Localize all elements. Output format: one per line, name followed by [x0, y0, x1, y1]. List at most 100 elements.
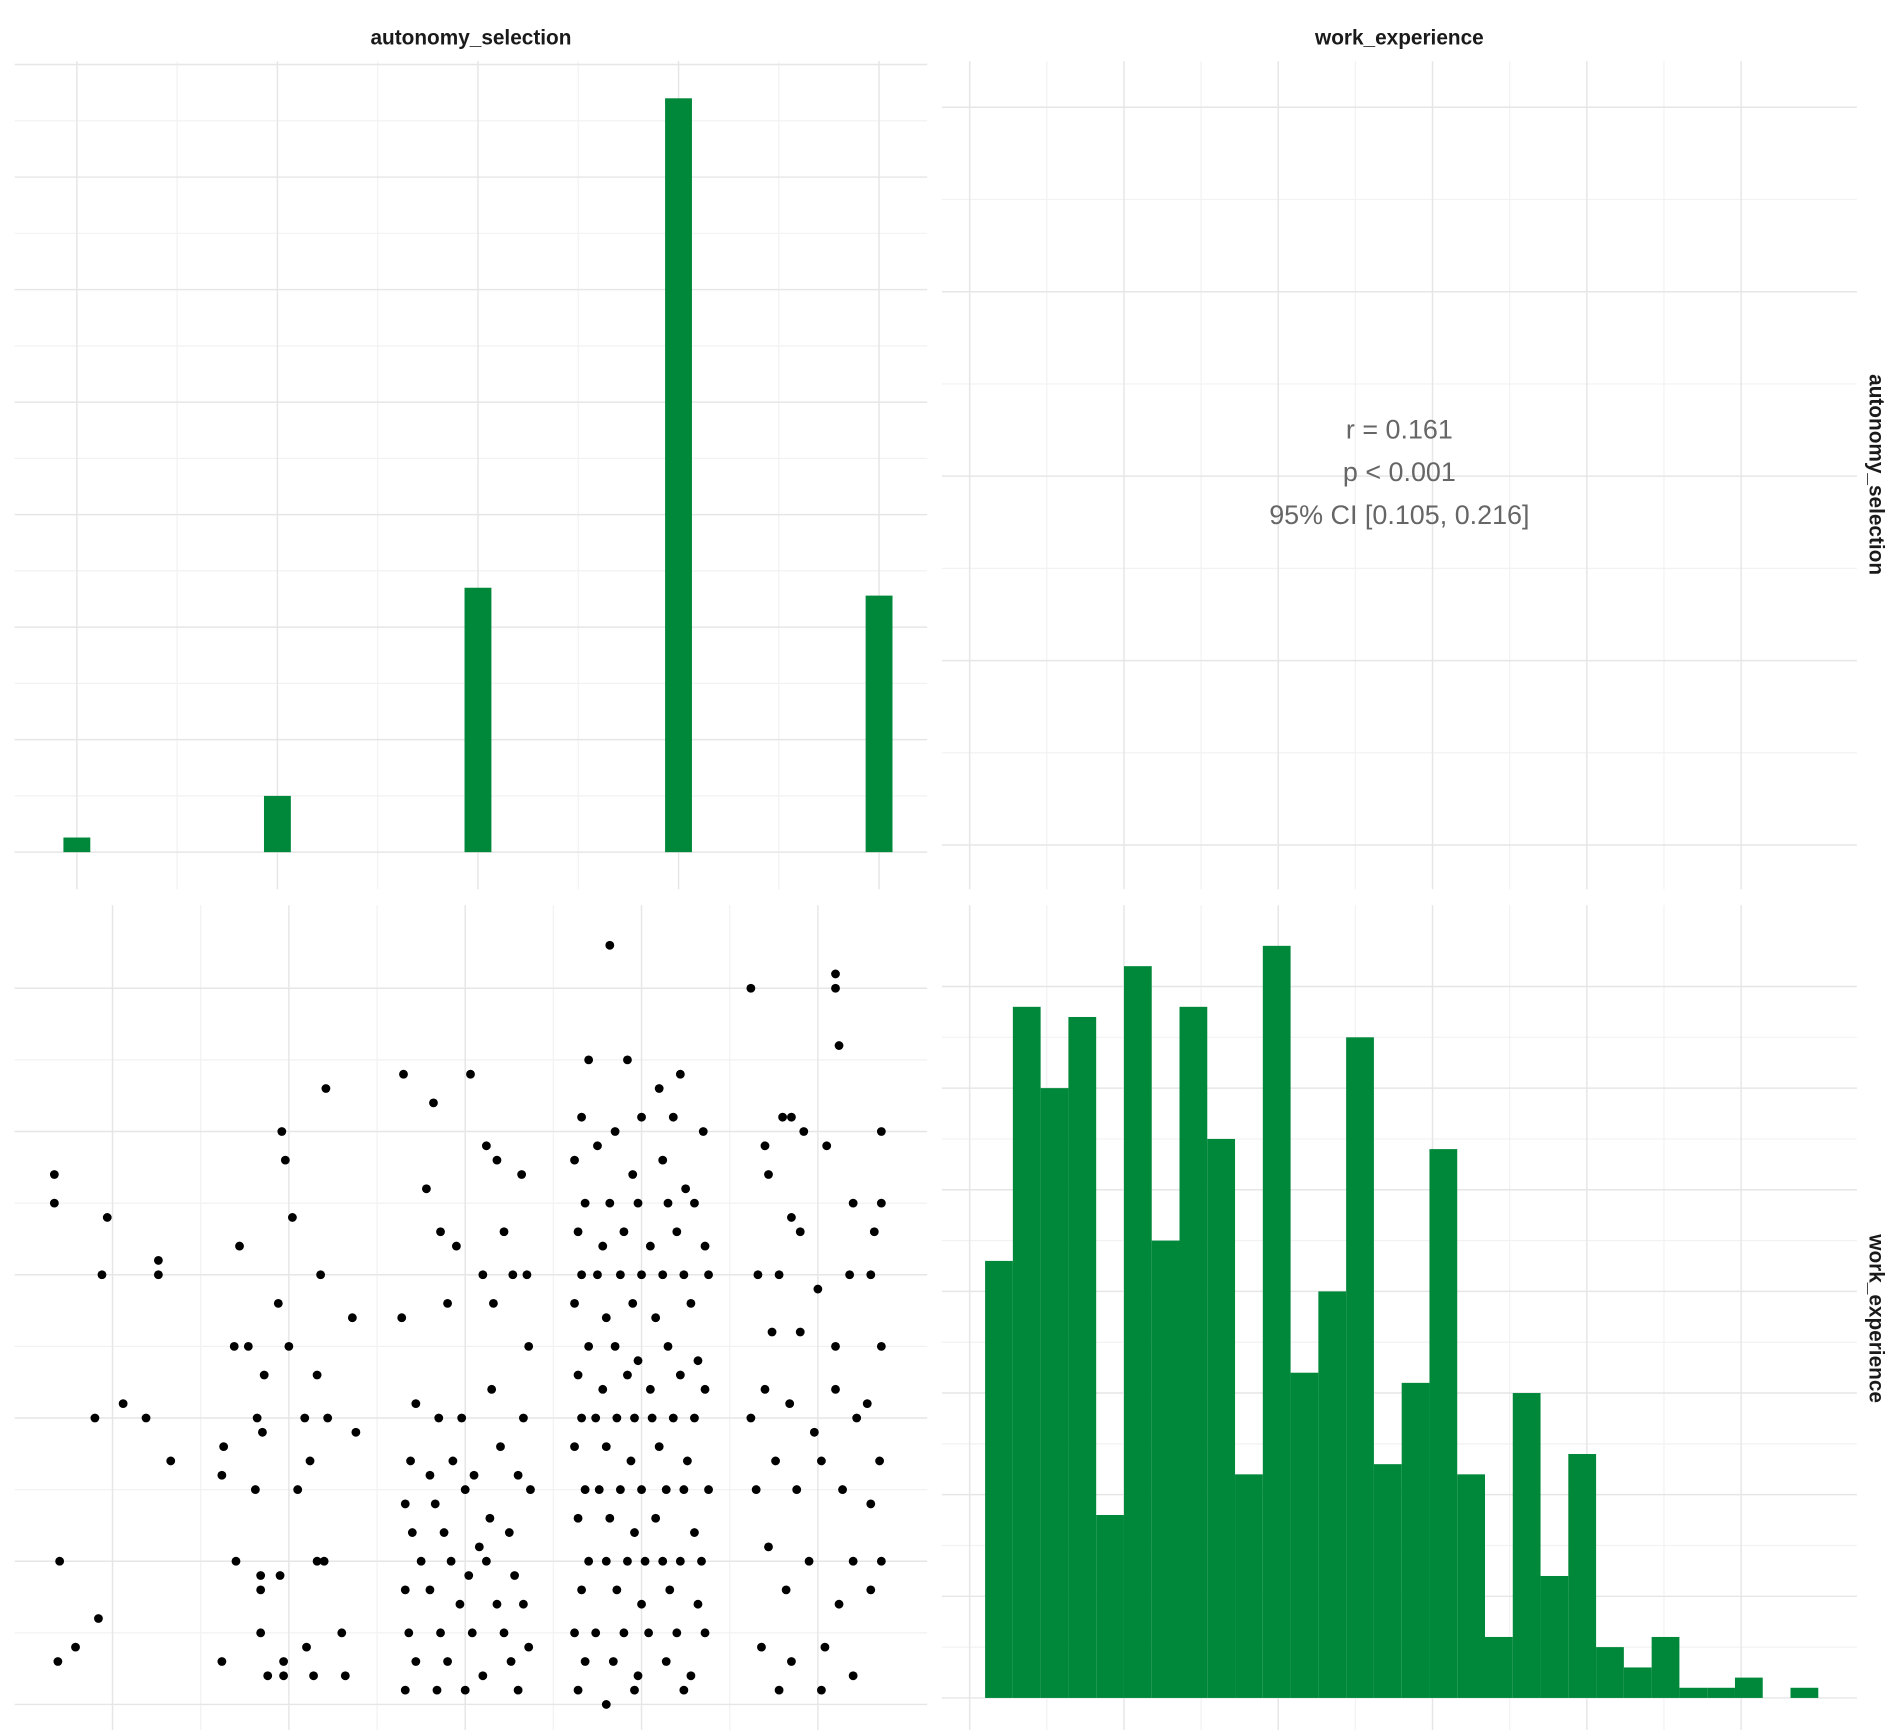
scatter-point	[217, 1657, 227, 1666]
scatter-point	[467, 1628, 477, 1638]
scatter-point	[760, 1141, 770, 1151]
histogram-bar	[1346, 1037, 1374, 1698]
scatter-point	[700, 1628, 710, 1638]
scatter-point	[492, 1155, 502, 1165]
scatter-point	[316, 1270, 326, 1280]
scatter-point	[460, 1485, 470, 1494]
histogram-bar	[1096, 1514, 1124, 1698]
scatter-point	[94, 1614, 103, 1623]
scatter-point	[686, 1671, 696, 1681]
scatter-point	[518, 1413, 528, 1423]
scatter-point	[231, 1556, 241, 1566]
histogram-bar	[1429, 1149, 1458, 1698]
scatter-point	[273, 1298, 283, 1308]
scatter-point	[71, 1642, 80, 1652]
scatter-point	[661, 1657, 671, 1666]
histogram-bar	[1596, 1647, 1624, 1698]
scatter-point	[422, 1184, 431, 1194]
scatter-point	[746, 1413, 756, 1423]
scatter-point	[672, 1628, 682, 1638]
scatter-point	[700, 1384, 710, 1394]
scatter-point	[697, 1556, 706, 1566]
scatter-point	[446, 1556, 456, 1566]
scatter-point	[598, 1384, 608, 1394]
scatter-point	[517, 1170, 527, 1179]
scatter-point	[166, 1456, 176, 1466]
scatter-point	[305, 1456, 315, 1466]
scatter-point	[337, 1628, 347, 1638]
histogram-bar	[1540, 1575, 1569, 1698]
bar	[665, 98, 692, 853]
scatter-point	[411, 1657, 421, 1666]
scatter-point	[658, 1556, 668, 1566]
scatter-point	[485, 1513, 495, 1523]
scatter-point	[217, 1470, 227, 1480]
scatter-point	[774, 1270, 784, 1280]
scatter-point	[508, 1270, 518, 1280]
scatter-point	[577, 1585, 586, 1595]
mark-layer: r = 0.161 p < 0.001 95% CI [0.105, 0.216]	[49, 98, 1819, 1709]
scatter-point	[243, 1341, 253, 1351]
scatter-point	[834, 1041, 844, 1050]
row-strip-label: autonomy_selection	[1865, 374, 1888, 575]
scatter-point	[654, 1084, 664, 1093]
scatter-point	[570, 1628, 579, 1638]
scatter-point	[347, 1313, 357, 1323]
scatter-point	[466, 1069, 475, 1079]
scatter-point	[785, 1399, 795, 1409]
correlation-text: r = 0.161	[1346, 414, 1453, 444]
scatter-point	[591, 1628, 601, 1638]
scatter-point	[848, 1671, 858, 1681]
scatter-point	[593, 1141, 602, 1151]
scatter-point	[524, 1642, 534, 1652]
scatter-point	[474, 1542, 484, 1552]
scatter-point	[518, 1599, 528, 1609]
bar	[263, 795, 291, 853]
scatter-point	[49, 1170, 59, 1179]
scatter-point	[573, 1370, 583, 1380]
scatter-point	[781, 1585, 791, 1595]
scatter-point	[746, 983, 756, 993]
scatter-point	[774, 1685, 784, 1695]
scatter-point	[753, 1270, 763, 1280]
scatter-point	[416, 1556, 426, 1566]
scatter-point	[848, 1198, 858, 1208]
scatter-point	[757, 1642, 766, 1652]
histogram-bar	[1318, 1291, 1347, 1698]
scatter-point	[869, 1227, 879, 1237]
scatter-point	[55, 1556, 65, 1566]
scatter-point	[619, 1628, 629, 1638]
histogram-bar	[1679, 1687, 1708, 1698]
scatter-point	[831, 983, 840, 993]
scatter-point	[792, 1485, 802, 1494]
scatter-point	[876, 1556, 886, 1566]
histogram-bar	[1235, 1474, 1263, 1698]
scatter-point	[601, 1442, 611, 1452]
histogram-bar	[1485, 1636, 1513, 1698]
histogram-bar	[1790, 1687, 1819, 1698]
scatter-point	[633, 1198, 643, 1208]
scatter-point	[591, 1413, 601, 1423]
scatter-point	[429, 1098, 438, 1108]
scatter-point	[700, 1241, 710, 1251]
scatter-point	[608, 1657, 618, 1666]
scatter-point	[876, 1127, 886, 1136]
scatter-point	[513, 1470, 523, 1480]
scatter-point	[319, 1556, 329, 1566]
scatter-point	[434, 1413, 444, 1423]
histogram-bar	[1568, 1454, 1597, 1698]
scatter-point	[822, 1141, 832, 1151]
scatter-point	[153, 1256, 163, 1265]
scatter-point	[693, 1356, 703, 1366]
scatter-point	[690, 1528, 699, 1537]
scatter-point	[293, 1485, 303, 1494]
scatter-point	[610, 1341, 620, 1351]
scatter-point	[478, 1671, 488, 1681]
histogram-bar	[1151, 1240, 1180, 1698]
row-strip-label: work_experience	[1865, 1233, 1888, 1403]
scatter-point	[760, 1384, 770, 1394]
scatter-point	[284, 1341, 294, 1351]
scatter-point	[679, 1685, 689, 1695]
scatter-point	[321, 1084, 331, 1093]
scatter-point	[252, 1413, 262, 1423]
